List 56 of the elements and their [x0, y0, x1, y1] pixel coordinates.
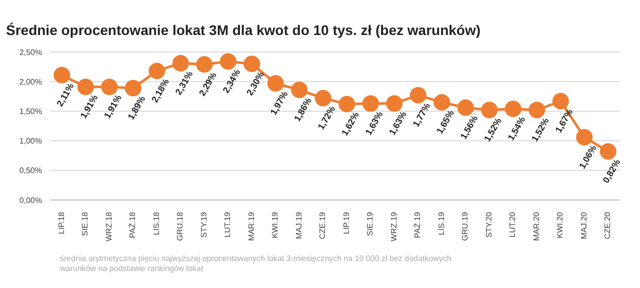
x-tick-label: LIS.19	[436, 211, 446, 236]
x-tick-label: LIP.18	[56, 211, 66, 234]
x-tick-label: LIS.18	[152, 211, 161, 236]
point	[220, 53, 236, 70]
point	[314, 90, 332, 106]
x-tick-label: WRZ.19	[389, 211, 398, 242]
text: średnia arytmetyczna pięciu najwyższej oprocentowanych lokat 3-miesięcznych na 10 000 zł bez dodatkowych warunków na podstawie rankingów lokat	[60, 254, 452, 274]
point	[434, 94, 450, 111]
point	[244, 56, 260, 72]
x-tick-label: PAŹ.18	[128, 211, 138, 238]
point	[338, 96, 356, 112]
point	[410, 86, 426, 104]
chart-title: Średnie oprocentowanie lokat 3M dla kwot do 10 tys. zł (bez warunków)	[6, 22, 481, 38]
point	[101, 78, 118, 96]
point	[552, 92, 569, 110]
y-tick-label: 1,50%	[19, 107, 42, 116]
point	[54, 66, 70, 84]
x-tick-label: GRU.18	[176, 211, 185, 241]
point	[148, 62, 166, 80]
x-tick-label: LUT.19	[223, 211, 232, 238]
x-tick-label: MAR.20	[532, 211, 541, 241]
x-tick-label: MAR.19	[246, 211, 256, 241]
point	[77, 78, 94, 96]
y-tick-label: 0,50%	[19, 166, 42, 176]
x-tick-label: KWI.19	[270, 211, 280, 238]
point	[267, 75, 284, 92]
x-tick-label: CZE.19	[318, 211, 328, 240]
x-tick-label: PAŹ.19	[413, 211, 422, 238]
x-tick-label: SIE.19	[366, 211, 375, 236]
y-tick-label: 1,00%	[19, 136, 42, 146]
y-tick-label: 2,50%	[19, 48, 42, 57]
y-tick-label: 2,00%	[19, 77, 42, 86]
point	[172, 55, 189, 72]
x-tick-label: CZE.20	[603, 211, 612, 240]
point	[124, 80, 142, 96]
x-tick-label: GRU.19	[460, 211, 470, 241]
point	[481, 102, 498, 118]
point	[504, 100, 522, 118]
y-tick-label: 0,00%	[19, 196, 42, 205]
point	[196, 56, 213, 73]
x-tick-label: STY.20	[484, 211, 494, 238]
x-tick-label: LUT.20	[508, 211, 518, 238]
x-tick-label: STY.19	[199, 211, 208, 238]
point	[457, 99, 474, 116]
point	[600, 143, 616, 160]
point	[291, 82, 308, 98]
x-tick-label: WRZ.18	[104, 211, 114, 242]
point	[386, 95, 403, 112]
point	[528, 102, 546, 118]
x-tick-label: KWI.20	[556, 211, 565, 238]
point	[362, 95, 379, 112]
x-tick-label: LIP.19	[342, 211, 351, 234]
x-tick-label: MAJ.20	[579, 211, 588, 240]
x-tick-label: MAJ.19	[294, 211, 304, 240]
point	[576, 129, 593, 146]
x-tick-label: SIE.18	[80, 211, 90, 236]
